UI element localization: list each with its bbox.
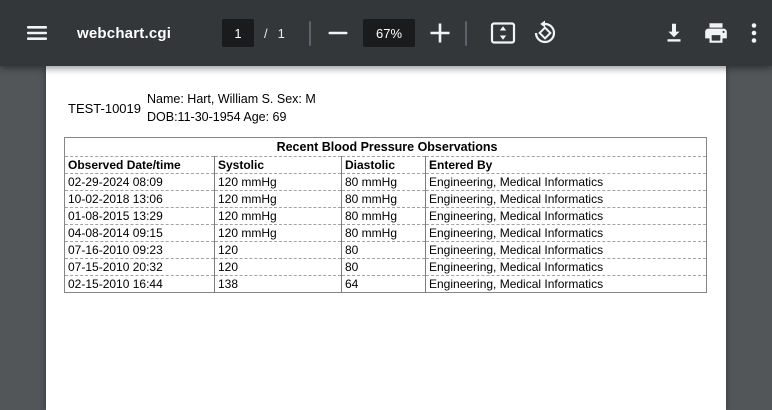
document-title: webchart.cgi (77, 24, 172, 42)
table-row: 10-02-2018 13:06 120 mmHg 80 mmHg Engineeri… (64, 190, 707, 208)
table-cell: 07-15-2010 20:32 (64, 258, 215, 276)
table-cell: 10-02-2018 13:06 (64, 190, 215, 208)
table-cell: 80 mmHg (341, 190, 426, 208)
pdf-page: TEST-10019 Name: Hart, William S. Sex: M… (46, 66, 726, 410)
table-cell: Engineering, Medical Informatics (424, 173, 707, 191)
rotate-ccw-icon[interactable] (531, 20, 559, 46)
page-number-input[interactable] (222, 19, 254, 47)
table-row: 01-08-2015 13:29 120 mmHg 80 mmHg Engineeri… (64, 207, 707, 225)
toolbar-divider (465, 20, 467, 46)
table-cell: 07-16-2010 09:23 (64, 241, 215, 259)
column-header: Entered By (424, 156, 707, 174)
zoom-controls: 67% (309, 0, 559, 66)
table-cell: 120 mmHg (214, 224, 342, 242)
fit-page-icon[interactable] (489, 20, 517, 46)
table-cell: Engineering, Medical Informatics (424, 258, 707, 276)
table-cell: 120 mmHg (214, 173, 342, 191)
table-cell: Engineering, Medical Informatics (424, 275, 707, 293)
table-cell: 02-29-2024 08:09 (64, 173, 215, 191)
page-separator: / (264, 25, 268, 41)
table-row: 07-15-2010 20:32 120 80 Engineering, Medica… (64, 258, 707, 276)
demographics-line1: Name: Hart, William S. Sex: M (147, 92, 316, 106)
patient-header: TEST-10019 Name: Hart, William S. Sex: M… (68, 90, 316, 126)
zoom-level[interactable]: 67% (363, 19, 415, 47)
table-cell: 01-08-2015 13:29 (64, 207, 215, 225)
table-header-row: Observed Date/time Systolic Diastolic Enter… (64, 156, 707, 174)
table-cell: 64 (341, 275, 426, 293)
table-cell: 80 mmHg (341, 224, 426, 242)
more-vert-icon[interactable] (744, 20, 764, 46)
pdf-toolbar: webchart.cgi / 1 67% (0, 0, 772, 66)
patient-demographics: Name: Hart, William S. Sex: M DOB:11-30-… (147, 90, 316, 126)
table-cell: 138 (214, 275, 342, 293)
download-icon[interactable] (660, 20, 688, 46)
table-cell: 04-08-2014 09:15 (64, 224, 215, 242)
table-cell: 80 mmHg (341, 173, 426, 191)
print-icon[interactable] (702, 20, 730, 46)
toolbar-divider (309, 20, 311, 46)
table-cell: 02-15-2010 16:44 (64, 275, 215, 293)
table-cell: Engineering, Medical Informatics (424, 207, 707, 225)
table-cell: 120 mmHg (214, 207, 342, 225)
table-title: Recent Blood Pressure Observations (276, 139, 498, 154)
patient-id: TEST-10019 (68, 100, 141, 116)
table-cell: 120 (214, 258, 342, 276)
table-cell: 80 (341, 241, 426, 259)
demographics-line2: DOB:11-30-1954 Age: 69 (147, 110, 287, 124)
table-row: 02-15-2010 16:44 138 64 Engineering, Medica… (64, 275, 707, 293)
table-row: 04-08-2014 09:15 120 mmHg 80 mmHg Engineeri… (64, 224, 707, 242)
table-row: 07-16-2010 09:23 120 80 Engineering, Medica… (64, 241, 707, 259)
toolbar-right (660, 0, 764, 66)
table-cell: 120 (214, 241, 342, 259)
table-title-row: Recent Blood Pressure Observations (65, 138, 707, 157)
table-cell: Engineering, Medical Informatics (424, 241, 707, 259)
blood-pressure-table: Recent Blood Pressure Observations Observ… (64, 137, 708, 293)
page-controls: / 1 (222, 0, 285, 66)
column-header: Diastolic (341, 156, 426, 174)
table-row: 02-29-2024 08:09 120 mmHg 80 mmHg Engineeri… (64, 173, 707, 191)
menu-icon[interactable] (24, 20, 50, 46)
toolbar-left: webchart.cgi (24, 0, 171, 66)
zoom-in-icon[interactable] (427, 20, 453, 46)
column-header: Observed Date/time (64, 156, 215, 174)
page-total: 1 (277, 25, 285, 41)
table-cell: Engineering, Medical Informatics (424, 224, 707, 242)
table-cell: 80 (341, 258, 426, 276)
column-header: Systolic (214, 156, 342, 174)
table-cell: Engineering, Medical Informatics (424, 190, 707, 208)
table-cell: 80 mmHg (341, 207, 426, 225)
zoom-out-icon[interactable] (325, 20, 351, 46)
table-cell: 120 mmHg (214, 190, 342, 208)
